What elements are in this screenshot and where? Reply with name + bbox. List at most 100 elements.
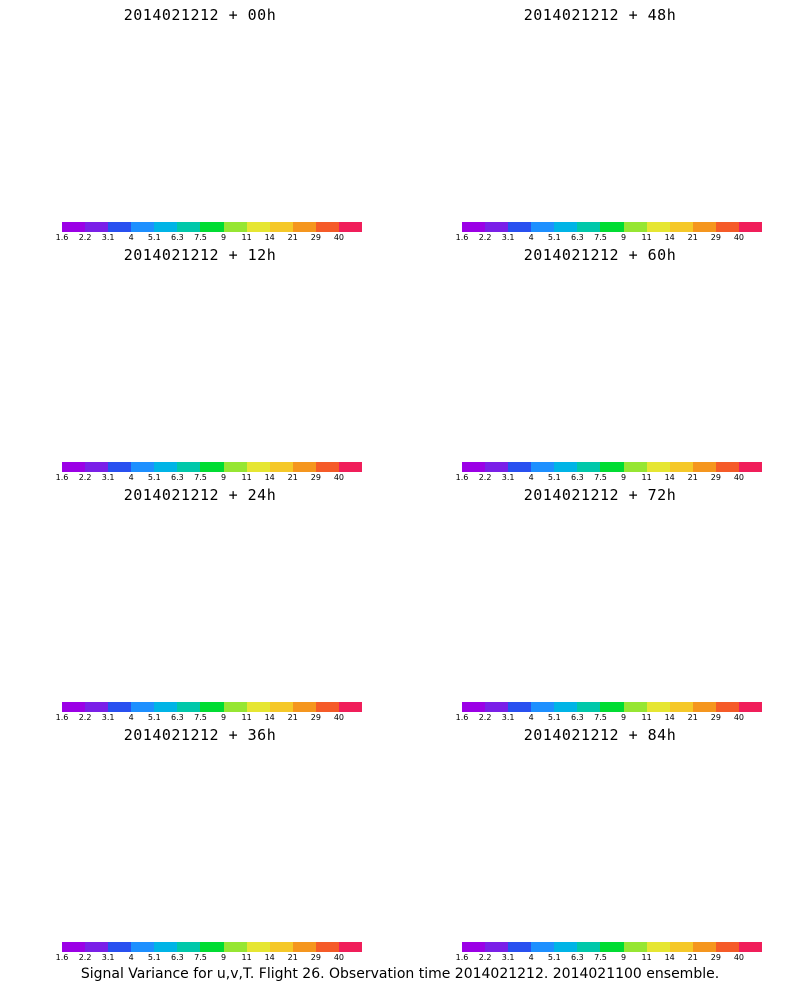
colorbar-tick-label: 11: [241, 473, 252, 482]
colorbar-cell: [246, 942, 270, 952]
colorbar-cell: [508, 462, 532, 472]
colorbar-tick-label: 7.5: [194, 713, 207, 722]
colorbar-tick-label: 4: [528, 713, 534, 722]
colorbar-cell: [692, 702, 716, 712]
panel-title: 2014021212 + 72h: [523, 486, 677, 504]
colorbar-cell: [200, 462, 224, 472]
colorbar-cell: [531, 942, 555, 952]
colorbar-cell: [623, 222, 647, 232]
colorbar-labels: 1.6 2.2 3.1 4 5.1 6.3 7.5 9 11 14 21 29 40: [56, 233, 362, 245]
forecast-panel: 2014021212 + 84h 1.6 2.2 3.1 4 5.1 6.3 7.5 9 11 14…: [400, 720, 800, 962]
colorbar-cell: [531, 702, 555, 712]
colorbar-cell: [462, 462, 486, 472]
colorbar-tick-label: 7.5: [594, 953, 607, 962]
colorbar-tick-label: 14: [264, 953, 275, 962]
colorbar-labels: 1.6 2.2 3.1 4 5.1 6.3 7.5 9 11 14 21 29 40: [456, 473, 762, 485]
forecast-panel: 2014021212 + 60h 1.6 2.2 3.1 4 5.1 6.3 7.5 9 11 14…: [400, 240, 800, 482]
colorbar-tick-label: 9: [220, 713, 227, 722]
colorbar-tick-label: 2.2: [78, 473, 92, 482]
colorbar-labels: 1.6 2.2 3.1 4 5.1 6.3 7.5 9 11 14 21 29 40: [456, 713, 762, 725]
colorbar-tick-label: 21: [287, 953, 298, 962]
colorbar-cell: [338, 942, 363, 952]
colorbar-tick-label: 21: [687, 473, 698, 482]
colorbar-tick-label: 7.5: [594, 473, 607, 482]
colorbar-cell: [269, 942, 293, 952]
colorbar-tick-label: 5.1: [547, 713, 561, 722]
colorbar-cell: [692, 462, 716, 472]
colorbar-tick-label: 14: [264, 473, 275, 482]
colorbar-tick-label: 1.6: [55, 953, 69, 962]
colorbar-cell: [177, 942, 201, 952]
colorbar-cell: [154, 462, 178, 472]
colorbar-tick-label: 11: [241, 233, 252, 242]
colorbar-cell: [269, 702, 293, 712]
colorbar-cell: [738, 702, 763, 712]
forecast-panel: 2014021212 + 00h 1.6 2.2 3.1 4 5.1 6.3 7.5 9 11 14…: [0, 0, 400, 242]
colorbar-cell: [577, 702, 601, 712]
colorbar-tick-label: 29: [310, 233, 321, 242]
colorbar-tick-label: 21: [287, 713, 298, 722]
colorbar-tick-label: 29: [310, 473, 321, 482]
panel-title: 2014021212 + 60h: [523, 246, 677, 264]
colorbar-tick-label: 4: [528, 953, 534, 962]
colorbar-tick-label: 9: [220, 233, 227, 242]
colorbar-cell: [692, 222, 716, 232]
panel-title: 2014021212 + 00h: [123, 6, 277, 24]
colorbar-tick-label: 5.1: [547, 233, 561, 242]
colorbar-tick-label: 3.1: [101, 233, 115, 242]
colorbar-cell: [646, 942, 670, 952]
colorbar-tick-label: 4: [528, 233, 534, 242]
colorbar-cell: [85, 222, 109, 232]
colorbar-cell: [223, 222, 247, 232]
colorbar-cell: [292, 462, 316, 472]
colorbar-tick-label: 4: [128, 953, 134, 962]
colorbar-tick-label: 5.1: [147, 713, 161, 722]
colorbar-cell: [554, 702, 578, 712]
colorbar-cell: [623, 462, 647, 472]
colorbar-cell: [246, 462, 270, 472]
colorbar-cell: [154, 942, 178, 952]
colorbar-cell: [292, 222, 316, 232]
colorbar-cell: [715, 222, 739, 232]
colorbar-tick-label: 14: [664, 713, 675, 722]
colorbar-cell: [200, 222, 224, 232]
colorbar-cell: [223, 942, 247, 952]
colorbar-cell: [462, 702, 486, 712]
colorbar-tick-label: 29: [710, 713, 721, 722]
colorbar: [62, 942, 363, 952]
colorbar-cell: [738, 942, 763, 952]
colorbar: [62, 222, 363, 232]
colorbar-tick-label: 9: [620, 953, 627, 962]
colorbar: [462, 702, 763, 712]
colorbar-cell: [669, 462, 693, 472]
colorbar-labels: 1.6 2.2 3.1 4 5.1 6.3 7.5 9 11 14 21 29 40: [56, 713, 362, 725]
colorbar-tick-label: 7.5: [194, 233, 207, 242]
colorbar-cell: [508, 942, 532, 952]
colorbar-tick-label: 40: [333, 233, 345, 242]
colorbar-tick-label: 5.1: [147, 953, 161, 962]
colorbar-tick-label: 6.3: [571, 713, 584, 722]
colorbar-cell: [508, 702, 532, 712]
colorbar-tick-label: 2.2: [478, 473, 492, 482]
colorbar-tick-label: 6.3: [171, 233, 184, 242]
colorbar-cell: [269, 222, 293, 232]
colorbar-cell: [85, 702, 109, 712]
variance-map: [400, 0, 800, 215]
variance-map: [400, 720, 800, 935]
colorbar-cell: [600, 942, 624, 952]
colorbar-cell: [462, 942, 486, 952]
variance-map: [400, 480, 800, 695]
colorbar-cell: [246, 222, 270, 232]
colorbar-tick-label: 21: [287, 473, 298, 482]
colorbar-cell: [177, 702, 201, 712]
colorbar-tick-label: 7.5: [194, 473, 207, 482]
colorbar-cell: [715, 942, 739, 952]
colorbar-tick-label: 9: [620, 713, 627, 722]
variance-map: [400, 240, 800, 455]
colorbar-tick-label: 14: [264, 713, 275, 722]
colorbar-tick-label: 1.6: [455, 473, 469, 482]
colorbar-cell: [669, 702, 693, 712]
colorbar-cell: [154, 702, 178, 712]
colorbar-tick-label: 1.6: [55, 713, 69, 722]
colorbar-tick-label: 3.1: [101, 713, 115, 722]
